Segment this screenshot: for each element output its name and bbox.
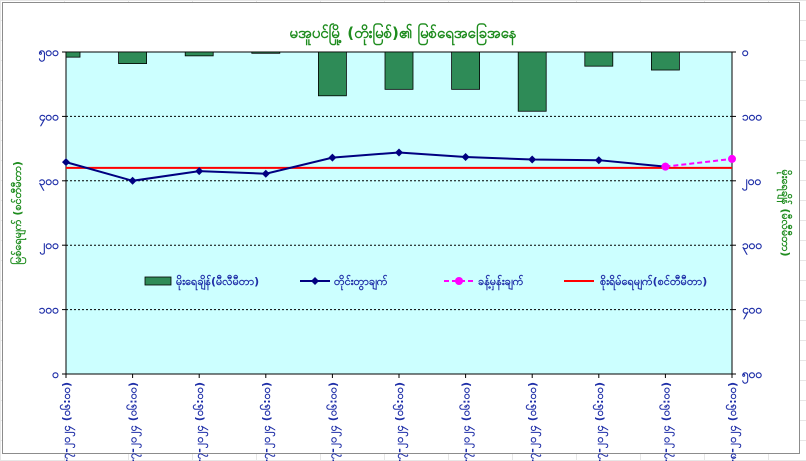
water-level-lines: [62, 148, 736, 185]
x-tick-label-7: ၂၉-၇-၂၀၂၄ (၀၆:၀၀): [526, 382, 542, 461]
left-tick-label-2: ၃၀၀: [39, 174, 60, 192]
left-tick-label-3: ၂၀၀: [39, 238, 60, 256]
x-tick-label-2: ၂၄-၇-၂၀၂၄ (၀၆:၀၀): [193, 382, 209, 461]
x-tick-label-3: ၂၅-၇-၂၀၂၄ (၀၆:၀၀): [260, 382, 276, 461]
left-tick-label-5: ၀: [51, 367, 59, 381]
rainfall-bar-8: [584, 51, 614, 67]
left-tick-label-4: ၁၀၀: [39, 303, 60, 317]
legend-label-2: ခန့်မှန်းချက်: [478, 274, 524, 291]
rainfall-bar-0: [65, 51, 81, 58]
right-axis-label: မိုးရေချိန် (မီလီမီတာ): [776, 170, 793, 257]
legend-item-1[interactable]: တိုင်းတွာချက်: [300, 274, 388, 291]
legend-marker-forecast: [455, 277, 463, 285]
measured-point-1: [128, 176, 137, 185]
x-tick-label-10: ၁-၈-၂၀၂၄ (၀၆:၀၀): [726, 382, 742, 461]
legend-item-3[interactable]: စိုးရိမ်ရေမျက်(စင်တီမီတာ): [564, 274, 707, 291]
x-tick-label-9: ၃၁-၇-၂၀၂၄ (၀၆:၀၀): [659, 382, 675, 461]
right-tick-label-5: ၅၀၀: [741, 367, 763, 385]
x-tick-label-6: ၂၈-၇-၂၀၂၄ (၀၆:၀၀): [460, 382, 476, 461]
right-tick-label-3: ၃၀၀: [742, 238, 763, 256]
chart-title: မအူပင်မြို့ (တိုးမြစ်)၏ မြစ်ရေအခြေအနေ: [289, 22, 516, 46]
x-tick-label-4: ၂၆-၇-၂၀၂၄ (၀၆:၀၀): [326, 382, 342, 461]
legend-item-0[interactable]: မိုးရေချိန်(မီလီမီတာ): [144, 274, 259, 291]
right-tick-label-1: ၁၀၀: [742, 109, 763, 123]
rainfall-bar-6: [451, 51, 481, 90]
measured-point-2: [195, 167, 204, 176]
left-axis-label: မြစ်ရေမျက် (စင်တီမီတာ): [9, 161, 27, 265]
rainfall-bar-4: [317, 51, 347, 97]
x-axis-ticks: ၂၂-၇-၂၀၂၄ (၀၆:၀၀) ၂၃-၇-၂၀၂၄ (၀၆:၀၀) ၂၄-၇-၂…: [60, 374, 742, 461]
rainfall-bar-1: [118, 51, 147, 64]
rainfall-bar-9: [651, 51, 680, 71]
measured-point-7: [528, 155, 537, 164]
legend-swatch-rainfall: [144, 276, 172, 286]
series-line-0: [65, 151, 666, 182]
measured-point-3: [261, 169, 270, 178]
x-tick-label-5: ၂၇-၇-၂၀၂၄ (၀၆:၀၀): [393, 382, 409, 461]
rainfall-bar-3: [251, 51, 281, 54]
legend[interactable]: မိုးရေချိန်(မီလီမီတာ) တိုင်းတွာချက် ခန့်မှ…: [144, 274, 707, 291]
series-line-1: [665, 157, 733, 168]
right-tick-label-0: ၀: [741, 45, 749, 59]
right-tick-label-4: ၄၀၀: [741, 303, 763, 321]
left-tick-label-0: ၅၀၀: [38, 45, 60, 63]
measured-point-4: [328, 153, 337, 162]
measured-point-0: [62, 158, 70, 167]
measured-point-8: [594, 156, 603, 165]
right-tick-label-2: ၂၀၀: [741, 174, 762, 192]
forecast-point-9: [661, 162, 670, 171]
rainfall-bar-2: [184, 51, 214, 57]
x-tick-label-1: ၂၃-၇-၂၀၂၄ (၀၆:၀၀): [127, 382, 143, 461]
plot-area: [65, 51, 733, 375]
left-tick-label-1: ၄၀၀: [38, 109, 60, 127]
legend-label-3: စိုးရိမ်ရေမျက်(စင်တီမီတာ): [600, 274, 707, 291]
rainfall-bars: [65, 51, 680, 112]
legend-marker-measured: [311, 277, 319, 285]
forecast-point-10: [728, 154, 736, 163]
rainfall-bar-5: [384, 51, 414, 90]
x-tick-label-8: ၃၀-၇-၂၀၂၄ (၀၆:၀၀): [593, 382, 609, 461]
legend-item-2[interactable]: ခန့်မှန်းချက်: [444, 274, 524, 291]
measured-point-5: [395, 148, 403, 157]
gridlines: [66, 115, 732, 311]
x-tick-label-0: ၂၂-၇-၂၀၂၄ (၀၆:၀၀): [60, 382, 76, 461]
legend-label-0: မိုးရေချိန်(မီလီမီတာ): [176, 274, 259, 291]
legend-label-1: တိုင်းတွာချက်: [334, 274, 388, 291]
rainfall-bar-7: [517, 51, 547, 112]
measured-point-6: [461, 152, 470, 161]
